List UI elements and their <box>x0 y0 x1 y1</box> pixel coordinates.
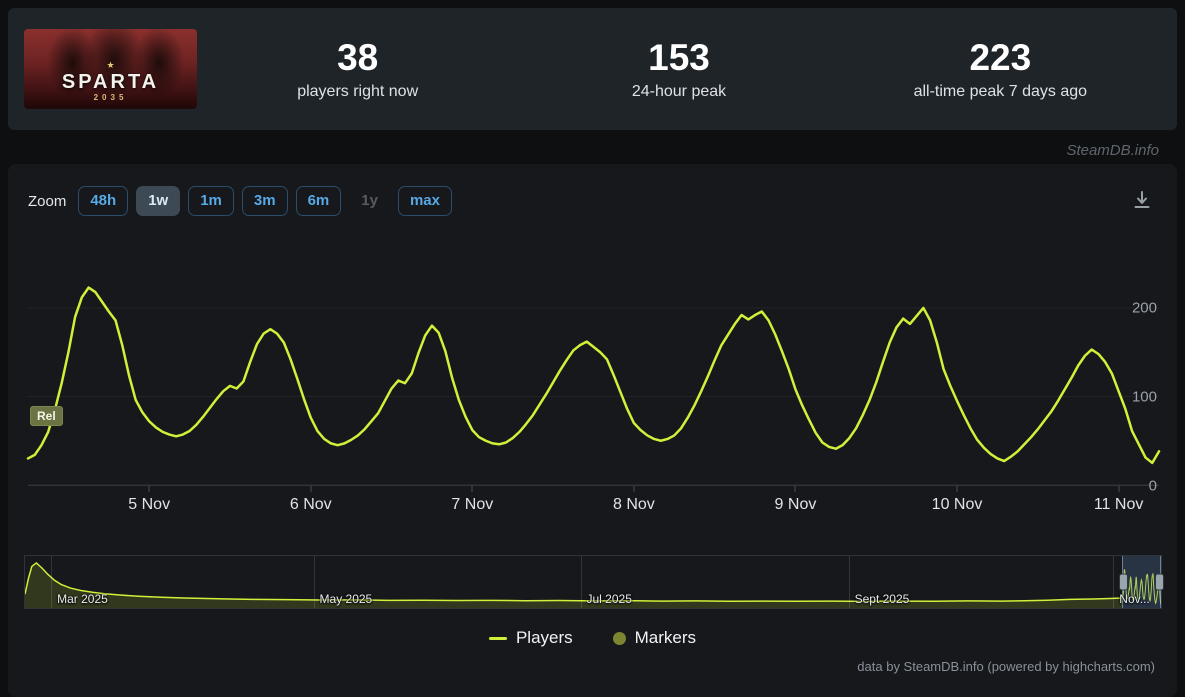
game-header: ★ SPARTA 2035 38 players right now 153 2… <box>8 8 1177 130</box>
chart-panel: Zoom 48h 1w 1m 3m 6m 1y max 0 100 200 Rel 5 Nov 6… <box>8 164 1177 697</box>
x-axis-tick <box>310 486 312 492</box>
zoom-button-max[interactable]: max <box>397 186 452 216</box>
navigator-series-line <box>25 563 1122 601</box>
download-button[interactable] <box>1127 185 1157 218</box>
navigator-chart <box>25 556 1161 608</box>
x-axis-tick <box>1118 486 1120 492</box>
current-players-value: 38 <box>337 36 379 78</box>
stats-row: 38 players right now 153 24-hour peak 22… <box>197 37 1161 102</box>
game-banner[interactable]: ★ SPARTA 2035 <box>24 29 197 109</box>
stat-alltime-peak: 223 all-time peak 7 days ago <box>840 37 1161 102</box>
y-axis-label: 200 <box>1131 299 1157 317</box>
watermark-row: SteamDB.info <box>0 138 1185 164</box>
x-axis-label: 10 Nov <box>931 496 983 513</box>
x-axis-label: 8 Nov <box>612 496 655 513</box>
players-line-chart <box>28 246 1159 485</box>
legend-item-markers[interactable]: Markers <box>612 628 697 648</box>
navigator-area-fill <box>25 562 1123 608</box>
banner-logo: ★ SPARTA 2035 <box>24 61 197 102</box>
y-axis-label: 0 <box>1148 477 1157 495</box>
24h-peak-label: 24-hour peak <box>631 83 727 101</box>
stat-current-players: 38 players right now <box>197 37 518 102</box>
x-axis-labels: 5 Nov 6 Nov 7 Nov 8 Nov 9 Nov 10 Nov 11 Nov <box>28 486 1159 520</box>
players-line-swatch <box>488 636 507 640</box>
x-axis-tick <box>633 486 635 492</box>
banner-title: SPARTA <box>61 71 160 93</box>
steamdb-watermark: SteamDB.info <box>1066 142 1159 159</box>
banner-subtitle: 2035 <box>93 93 128 102</box>
gridlines <box>28 308 1159 485</box>
download-icon <box>1134 190 1150 208</box>
zoom-button-1y: 1y <box>349 186 390 216</box>
24h-peak-value: 153 <box>648 36 710 78</box>
legend-players-label: Players <box>515 628 573 647</box>
x-axis-label: 6 Nov <box>289 496 332 513</box>
zoom-button-48h[interactable]: 48h <box>78 186 129 216</box>
x-axis-label: 9 Nov <box>774 496 817 513</box>
zoom-button-1m[interactable]: 1m <box>188 186 234 216</box>
banner-star-icon: ★ <box>106 60 115 70</box>
current-players-label: players right now <box>297 83 419 101</box>
x-axis-tick <box>956 486 958 492</box>
y-axis-label: 100 <box>1131 388 1157 406</box>
legend-item-players[interactable]: Players <box>488 628 573 648</box>
markers-dot-swatch <box>612 631 626 645</box>
alltime-peak-label: all-time peak 7 days ago <box>913 83 1088 101</box>
alltime-peak-value: 223 <box>969 36 1032 78</box>
x-axis-tick <box>471 486 473 492</box>
steamdb-app-page: { "theme": { "accent_blue": "#57a8e4", "… <box>0 8 1185 697</box>
main-chart[interactable]: 0 100 200 Rel <box>28 246 1159 495</box>
chart-legend: Players Markers <box>8 623 1177 653</box>
x-axis-tick <box>794 486 796 492</box>
zoom-label: Zoom <box>28 192 67 210</box>
release-flag[interactable]: Rel <box>30 406 63 426</box>
navigator-selection-handle[interactable] <box>1122 556 1161 608</box>
credits[interactable]: data by SteamDB.info (powered by highcha… <box>857 659 1155 674</box>
zoom-button-6m[interactable]: 6m <box>295 186 342 216</box>
x-axis-tick <box>148 486 150 492</box>
zoom-button-1w[interactable]: 1w <box>136 186 181 216</box>
players-series-line <box>28 288 1159 463</box>
x-axis-label: 7 Nov <box>451 496 494 513</box>
x-axis-label: 11 Nov <box>1093 496 1144 513</box>
legend-markers-label: Markers <box>634 628 697 647</box>
navigator[interactable]: Mar 2025 May 2025 Jul 2025 Sept 2025 Nov... <box>24 555 1162 609</box>
x-axis-label: 5 Nov <box>128 496 171 513</box>
zoom-button-3m[interactable]: 3m <box>241 186 288 216</box>
chart-toolbar: Zoom 48h 1w 1m 3m 6m 1y max <box>8 184 1177 218</box>
zoom-button-group: 48h 1w 1m 3m 6m 1y max <box>78 186 452 216</box>
stat-24h-peak: 153 24-hour peak <box>518 37 839 102</box>
